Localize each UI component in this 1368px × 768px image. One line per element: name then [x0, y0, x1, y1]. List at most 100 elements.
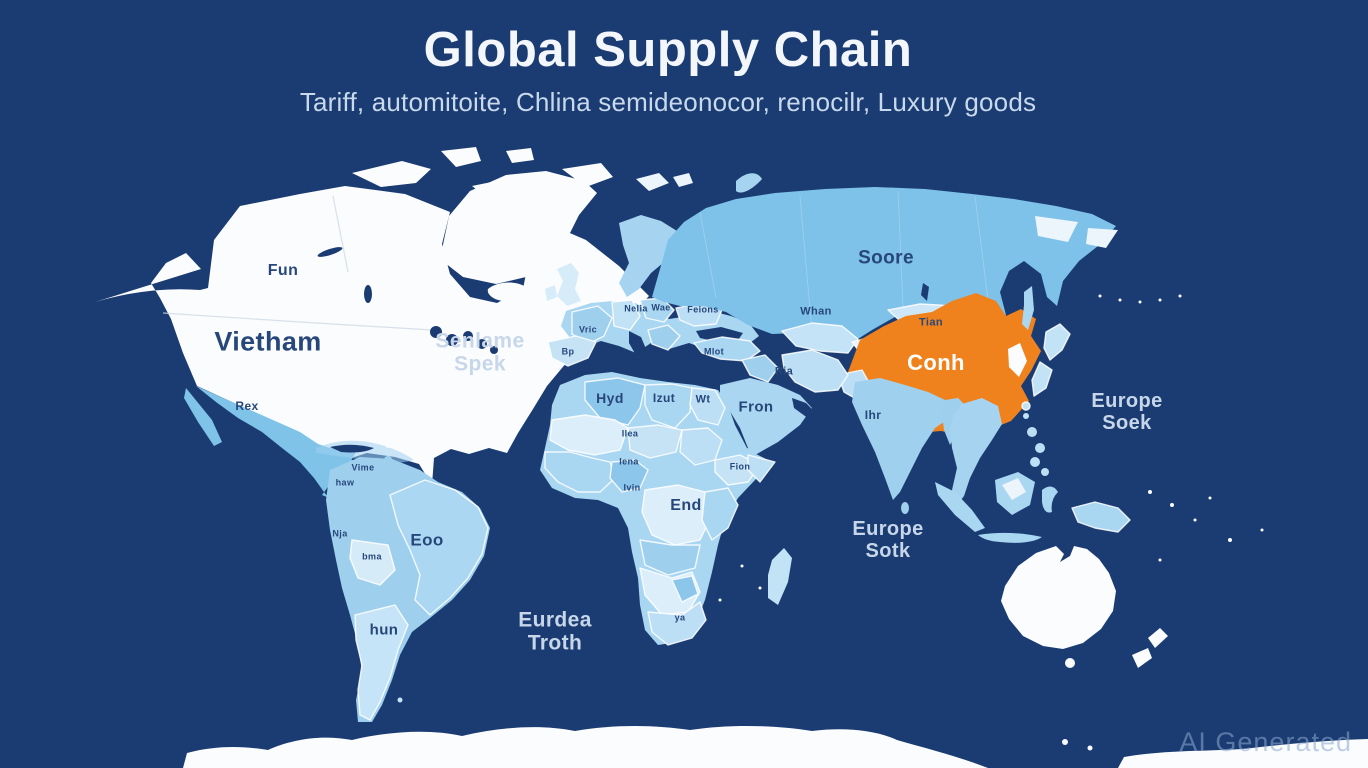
- header: Global Supply Chain Tariff, automitoite,…: [0, 23, 1336, 118]
- country-iraq-syria: [741, 354, 779, 383]
- borneo-highland: [1002, 478, 1026, 500]
- region-west-africa: [544, 451, 616, 493]
- country-paraguay-interior: [349, 539, 396, 586]
- map-label-north-atlantic-line2: Spek: [454, 352, 506, 376]
- siberia-white-patches: [1035, 216, 1118, 248]
- map-label-north-atlantic-line1: Senlame: [435, 329, 525, 353]
- map-label-sahel-small: Ilea: [621, 428, 639, 439]
- map-label-egypt: Wt: [695, 393, 711, 406]
- region-sahel: [549, 414, 629, 456]
- russia-region-lines: [699, 190, 989, 333]
- antarctica-main: [183, 725, 988, 768]
- map-label-europe-small-1: Nelia: [624, 303, 648, 314]
- falkland-islands: [397, 697, 403, 703]
- country-somalia: [747, 454, 776, 483]
- country-uk: [557, 263, 581, 306]
- island-tasmania: [1065, 658, 1075, 668]
- map-label-indian-ocean-line2: Sotk: [865, 540, 911, 562]
- antarctica-east: [1118, 739, 1368, 768]
- country-russia: [652, 187, 1116, 344]
- region-oceania: [1001, 546, 1168, 668]
- country-usa-canada: [95, 186, 649, 485]
- great-lakes: [317, 247, 498, 354]
- pacific-islets: [1148, 490, 1264, 562]
- country-drc: [641, 484, 713, 546]
- island-novaya-zemlya: [736, 173, 762, 193]
- baja-peninsula: [184, 388, 222, 446]
- map-label-south-atlantic-line2: Troth: [527, 631, 583, 655]
- map-label-pacific-line1: Europe: [1091, 390, 1163, 412]
- country-germany: [611, 299, 641, 331]
- region-central-america: [184, 386, 414, 514]
- islands-svalbard: [636, 173, 693, 191]
- country-greenland: [440, 163, 613, 284]
- map-label-france-small: Vric: [578, 324, 598, 335]
- region-indochina: [950, 398, 1002, 504]
- map-label-south-africa-small: ya: [674, 612, 686, 623]
- continent-south-america: [326, 457, 490, 722]
- map-label-south-atlantic-line1: Eurdea: [518, 608, 592, 632]
- country-egypt: [689, 387, 726, 426]
- island-sakhalin: [1022, 286, 1034, 330]
- map-label-mexico: Rex: [235, 399, 259, 413]
- aleutian-dots: [1098, 294, 1182, 304]
- map-label-china: Conh: [907, 350, 965, 375]
- map-label-argentina: hun: [369, 621, 399, 639]
- country-australia: [1001, 546, 1116, 649]
- country-turkey: [693, 336, 761, 362]
- map-label-india: Ihr: [864, 408, 882, 422]
- lake-baikal: [921, 283, 929, 301]
- country-kazakhstan: [781, 322, 859, 354]
- map-label-libya: Izut: [652, 391, 676, 405]
- map-label-peru-small: haw: [335, 477, 355, 488]
- map-label-west-africa-small: Iena: [619, 456, 639, 467]
- sea-italy-cutout: [629, 331, 657, 373]
- border-us-canada: [162, 195, 433, 331]
- map-label-colombia-small: Vime: [351, 462, 375, 473]
- country-india: [852, 378, 968, 500]
- map-label-indian-ocean-line1: Europe: [852, 518, 924, 540]
- map-label-algeria: Hyd: [596, 390, 624, 406]
- continent-africa: [540, 372, 792, 646]
- map-label-ethiopia-small: Fion: [729, 461, 751, 472]
- map-label-bolivia-small: Nja: [332, 528, 348, 539]
- map-label-brazil: Eoo: [410, 530, 444, 550]
- map-label-usa: Vietham: [214, 326, 322, 357]
- country-argentina: [354, 604, 409, 721]
- country-algeria: [584, 377, 646, 426]
- map-label-iberia-small: Bp: [561, 346, 575, 357]
- country-brazil: [389, 479, 489, 616]
- country-france: [571, 305, 613, 345]
- island-new-guinea: [1071, 501, 1131, 533]
- country-ireland: [545, 285, 557, 301]
- map-label-central-asia: Whan: [800, 305, 832, 318]
- page-subtitle: Tariff, automitoite, Chlina semideonocor…: [299, 86, 1037, 117]
- country-iceland: [487, 282, 528, 302]
- island-madagascar: [768, 548, 792, 605]
- map-label-nigeria-small: Ivin: [623, 482, 641, 493]
- continent-antarctica: [183, 725, 1368, 768]
- map-label-iran: Ria: [774, 365, 794, 378]
- map-label-mongolia: Tian: [918, 316, 944, 329]
- region-balkans: [647, 324, 681, 351]
- map-label-central-africa: End: [670, 497, 702, 514]
- continent-north-america: [95, 147, 649, 485]
- country-new-zealand: [1132, 628, 1168, 668]
- map-label-saudi: Fron: [738, 398, 774, 416]
- region-south-asia: [837, 369, 1264, 562]
- country-korea: [1008, 343, 1027, 377]
- ai-generated-watermark: AI Generated: [1179, 727, 1352, 757]
- bahamas-dots: [370, 432, 390, 448]
- page-title: Global Supply Chain: [423, 23, 913, 77]
- country-libya: [644, 383, 693, 429]
- map-label-russia: Soore: [858, 247, 914, 269]
- region-angola-zambia: [639, 539, 701, 576]
- map-label-turkey-small: Mlot: [703, 346, 725, 357]
- island-taiwan: [1023, 413, 1029, 419]
- region-iberia: [547, 335, 597, 367]
- islands-philippines: [1027, 427, 1049, 476]
- country-iran: [781, 349, 849, 393]
